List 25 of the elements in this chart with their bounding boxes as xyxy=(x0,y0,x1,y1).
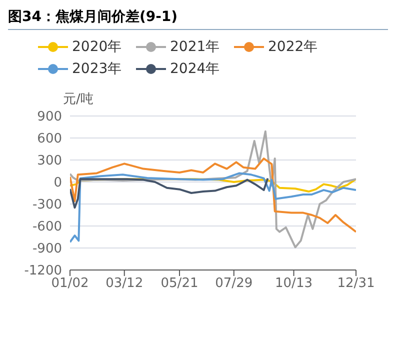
legend-label: 2024年 xyxy=(170,60,220,78)
y-tick-label: 300 xyxy=(37,154,62,169)
x-tick-label: 03/12 xyxy=(106,276,144,292)
y-tick-label: 600 xyxy=(37,132,62,147)
x-tick-label: 05/21 xyxy=(160,276,198,292)
x-tick-label: 12/31 xyxy=(337,276,375,292)
y-tick-label: 0 xyxy=(54,176,62,191)
y-tick-label: -600 xyxy=(32,220,62,235)
x-tick-label: 10/13 xyxy=(275,276,312,292)
legend-label: 2022年 xyxy=(268,38,318,56)
chart-title: 图34：焦煤月间价差(9-1) xyxy=(8,8,388,30)
y-tick-label: 900 xyxy=(37,110,62,125)
line-series xyxy=(70,177,269,209)
line-series xyxy=(70,172,356,244)
x-tick-label: 01/02 xyxy=(51,276,89,292)
line-series xyxy=(70,158,356,233)
legend-label: 2021年 xyxy=(170,38,220,56)
line-series xyxy=(70,130,356,248)
x-tick-label: 07/29 xyxy=(215,276,253,292)
y-axis-title: 元/吨 xyxy=(63,91,94,108)
y-tick-label: -300 xyxy=(32,198,62,213)
y-tick-label: -1200 xyxy=(24,264,62,279)
y-tick-label: -900 xyxy=(32,242,62,257)
legend-label: 2023年 xyxy=(72,60,122,78)
legend-label: 2020年 xyxy=(72,38,122,56)
